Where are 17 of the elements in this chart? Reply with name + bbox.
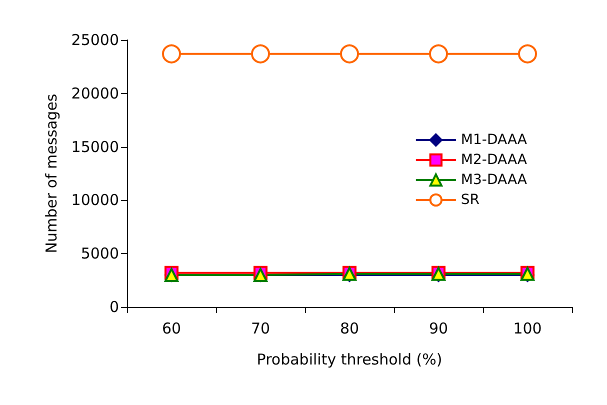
- x-tick-label: 80: [340, 320, 360, 338]
- legend-label: M1-DAAA: [460, 132, 528, 148]
- x-tick-label: 60: [162, 320, 182, 338]
- y-tick-label: 0: [109, 298, 119, 316]
- x-tick-label: 90: [428, 320, 448, 338]
- legend-label: SR: [460, 192, 480, 208]
- y-tick-label: 15000: [71, 138, 119, 156]
- x-tick-label: 100: [513, 320, 542, 338]
- x-axis-title: Probability threshold (%): [256, 350, 442, 368]
- y-tick-label: 5000: [80, 244, 119, 263]
- x-tick-label: 70: [250, 320, 270, 338]
- legend-label: M3-DAAA: [460, 172, 528, 188]
- y-axis-title: Number of messages: [42, 94, 60, 254]
- legend-label: M2-DAAA: [460, 152, 528, 168]
- y-tick-label: 25000: [71, 31, 119, 49]
- y-tick-label: 20000: [71, 84, 119, 102]
- y-tick-label: 10000: [71, 191, 119, 210]
